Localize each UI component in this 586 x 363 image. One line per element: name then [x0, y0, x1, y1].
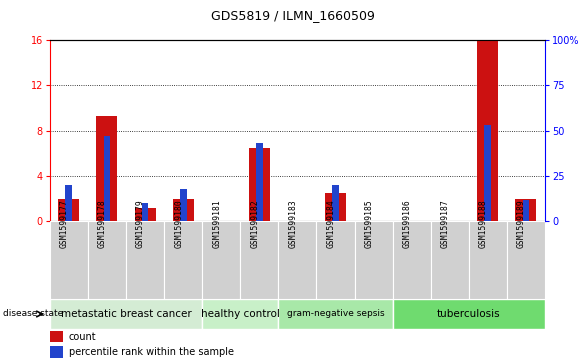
Bar	[240, 221, 278, 299]
Bar	[325, 193, 346, 221]
Text: gram-negative sepsis: gram-negative sepsis	[287, 310, 384, 318]
Bar	[88, 221, 126, 299]
Bar	[332, 185, 339, 221]
Text: GSM1599185: GSM1599185	[364, 199, 374, 248]
Bar	[97, 116, 117, 221]
Text: metastatic breast cancer: metastatic breast cancer	[60, 309, 192, 319]
Bar	[393, 221, 431, 299]
Bar	[523, 200, 529, 221]
Bar	[180, 189, 186, 221]
Text: GSM1599183: GSM1599183	[288, 199, 298, 248]
Bar	[202, 299, 278, 329]
Bar	[104, 136, 110, 221]
Bar	[355, 221, 393, 299]
Bar	[447, 220, 453, 221]
Bar	[50, 346, 63, 358]
Text: GSM1599188: GSM1599188	[479, 199, 488, 248]
Bar	[469, 221, 507, 299]
Bar	[50, 331, 63, 342]
Text: GSM1599187: GSM1599187	[441, 199, 450, 248]
Bar	[485, 125, 491, 221]
Bar	[173, 199, 193, 221]
Text: percentile rank within the sample: percentile rank within the sample	[69, 347, 234, 357]
Bar	[278, 221, 316, 299]
Text: GSM1599178: GSM1599178	[98, 199, 107, 248]
Bar	[66, 185, 72, 221]
Text: tuberculosis: tuberculosis	[437, 309, 500, 319]
Bar	[142, 203, 148, 221]
Bar	[164, 221, 202, 299]
Bar	[478, 40, 498, 221]
Text: GSM1599177: GSM1599177	[60, 199, 69, 248]
Text: GSM1599186: GSM1599186	[403, 199, 412, 248]
Bar	[408, 220, 415, 221]
Text: GSM1599189: GSM1599189	[517, 199, 526, 248]
Bar	[50, 299, 202, 329]
Text: disease state: disease state	[3, 310, 63, 318]
Text: GDS5819 / ILMN_1660509: GDS5819 / ILMN_1660509	[211, 9, 375, 22]
Bar	[393, 299, 545, 329]
Text: GSM1599181: GSM1599181	[212, 199, 222, 248]
Bar	[202, 221, 240, 299]
Text: healthy control: healthy control	[201, 309, 280, 319]
Bar	[59, 199, 79, 221]
Bar	[278, 299, 393, 329]
Text: GSM1599182: GSM1599182	[250, 199, 259, 248]
Bar	[218, 220, 224, 221]
Bar	[256, 143, 263, 221]
Bar	[294, 220, 301, 221]
Bar	[126, 221, 164, 299]
Text: count: count	[69, 331, 97, 342]
Bar	[50, 221, 88, 299]
Text: GSM1599179: GSM1599179	[136, 199, 145, 248]
Bar	[135, 208, 155, 221]
Bar	[249, 148, 270, 221]
Bar	[370, 220, 377, 221]
Text: GSM1599184: GSM1599184	[326, 199, 335, 248]
Bar	[316, 221, 355, 299]
Bar	[516, 199, 536, 221]
Bar	[507, 221, 545, 299]
Text: GSM1599180: GSM1599180	[174, 199, 183, 248]
Bar	[431, 221, 469, 299]
